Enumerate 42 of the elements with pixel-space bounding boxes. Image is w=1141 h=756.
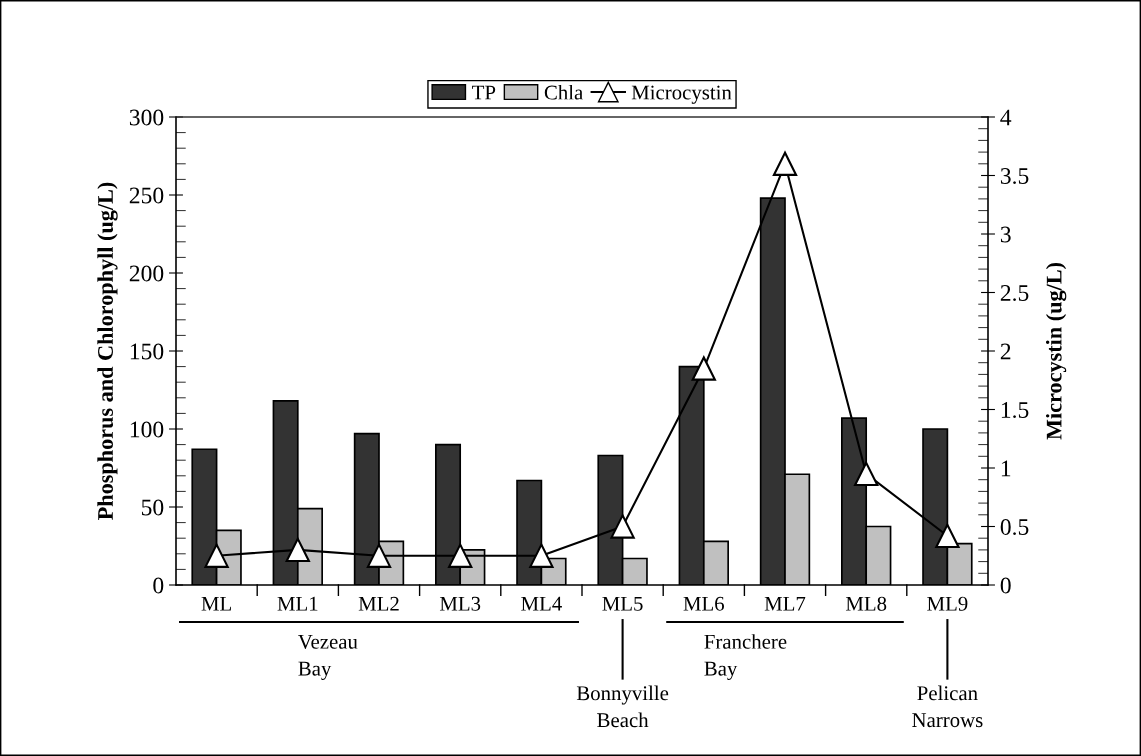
legend-label: TP [472,85,496,100]
y2-tick-label: 2 [1000,343,1011,360]
y-tick-label: 300 [129,109,164,126]
y2-tick-label: 3.5 [1000,168,1029,185]
point [935,523,960,549]
y-tick-label: 50 [141,499,164,516]
y-tick-label: 0 [153,577,164,594]
x-tick-label: ML2 [358,596,399,611]
x-tick-label: ML7 [764,596,806,611]
x-tick-label: ML [201,596,231,611]
y-tick-label: 200 [129,265,164,282]
y-tick-label: 150 [130,343,164,360]
x-tick-label: ML4 [521,596,562,611]
x-tick-label: ML9 [927,596,968,611]
point [772,151,798,176]
x-tick-label: ML3 [439,596,481,611]
legend-label: Microcystin [631,85,732,104]
y2-tick-label: 1.5 [1001,402,1029,419]
y2-tick-label: 3 [1000,226,1011,243]
x-tick-label: ML5 [602,596,643,611]
point [285,537,310,563]
x-tick-label: ML1 [277,596,318,611]
text: Franchere Bay [704,634,787,680]
point [691,356,716,381]
text: Vezeau Bay [298,634,358,680]
y2-axis-title: Microcystin (ug/L) [1045,262,1067,440]
x-tick-label: ML8 [845,596,887,611]
y2-tick-label: 2.5 [1000,285,1029,302]
y2-tick-label: 0 [1000,577,1011,594]
legend-label: Chla [544,84,583,100]
y2-tick-label: 0.5 [1000,518,1029,536]
y2-tick-label: 4 [1000,109,1012,126]
y2-tick-label: 1 [1001,460,1011,477]
point [610,514,635,539]
text: Pelican Narrows [912,685,983,728]
x-tick-label: ML6 [683,596,725,611]
y-axis-title: Phosphorus and Chlorophyll (ug/L) [97,182,118,520]
y-tick-label: 250 [129,187,164,204]
y-tick-label: 100 [130,421,164,438]
point [854,461,879,486]
point [529,543,554,568]
text: Bonnyville Beach [576,685,669,728]
